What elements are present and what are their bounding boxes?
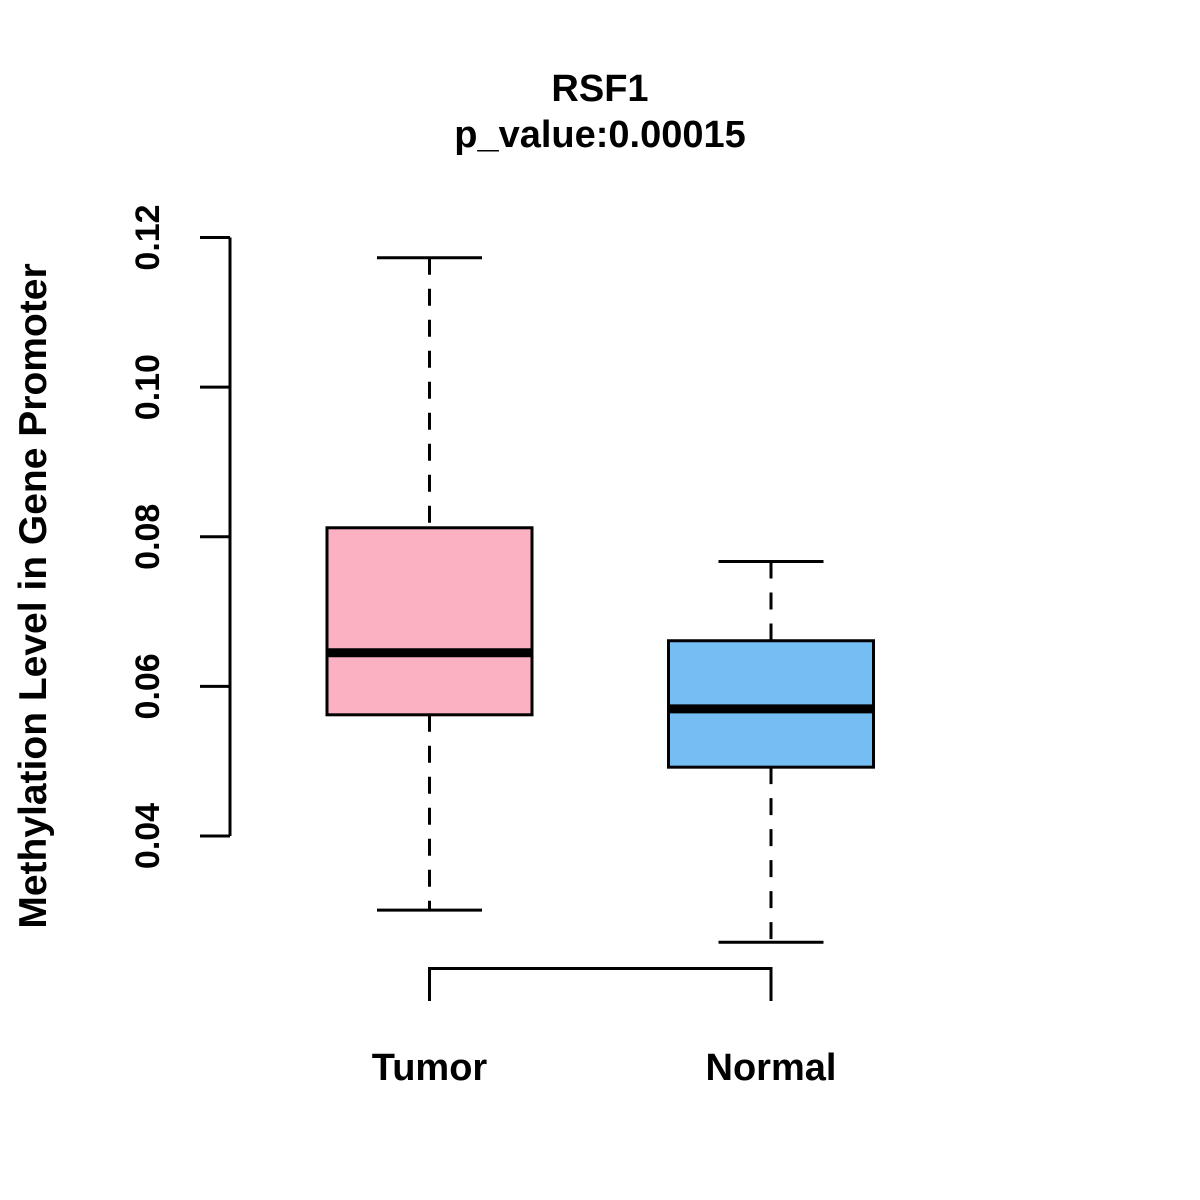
chart-title: RSF1 xyxy=(551,68,649,110)
y-tick-label: 0.06 xyxy=(129,653,167,719)
y-tick-label: 0.04 xyxy=(129,803,167,869)
chart-subtitle: p_value:0.00015 xyxy=(454,114,746,156)
y-tick-label: 0.12 xyxy=(129,204,167,270)
title-block: RSF1 p_value:0.00015 xyxy=(230,66,970,158)
x-axis-bracket xyxy=(428,967,773,1001)
category-label-tumor: Tumor xyxy=(372,1047,488,1089)
category-label-normal: Normal xyxy=(706,1047,837,1089)
y-tick-label: 0.08 xyxy=(129,504,167,570)
y-tick-label: 0.10 xyxy=(129,354,167,420)
box-normal xyxy=(667,639,875,769)
box-tumor xyxy=(325,526,534,717)
